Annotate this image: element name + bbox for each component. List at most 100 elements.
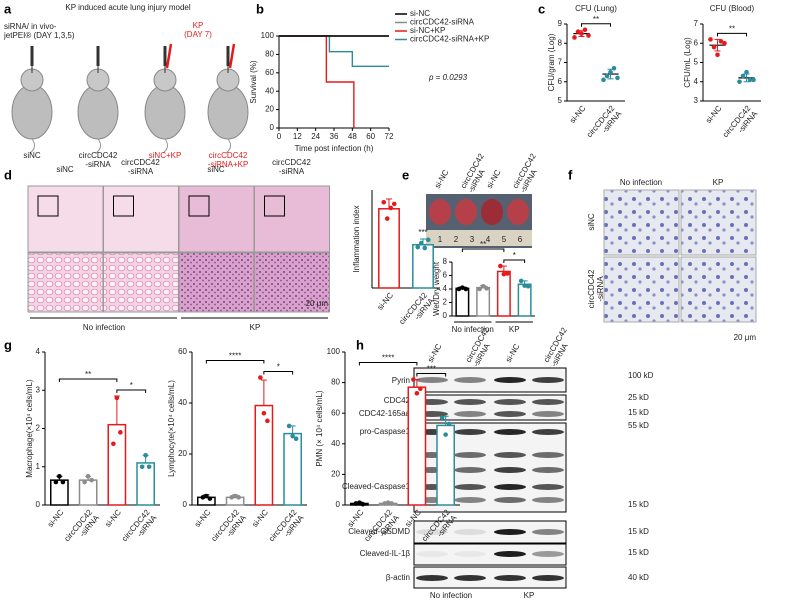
data-point xyxy=(118,430,123,435)
y-tick-label: 0 xyxy=(270,123,275,132)
x-tick-label: circCDC42-siRNA xyxy=(63,507,102,549)
blot-band xyxy=(416,377,448,383)
scale-label: 20 μm xyxy=(734,333,757,342)
data-point xyxy=(740,73,746,79)
blot-band xyxy=(416,551,448,557)
y-tick-label: 60 xyxy=(331,408,340,417)
cytology-row-label: siNC xyxy=(587,213,596,231)
data-point xyxy=(384,216,390,221)
blot-band xyxy=(494,575,526,581)
mouse-body xyxy=(144,84,186,140)
ruler-label: 2 xyxy=(454,235,459,244)
y-axis-label: Lymphocyte(×10⁴ cells/mL) xyxy=(167,380,176,477)
bar xyxy=(412,243,434,289)
histology-inset-box xyxy=(37,195,59,217)
x-tick-label: 36 xyxy=(330,132,339,141)
data-point xyxy=(608,69,613,75)
data-point xyxy=(360,501,366,507)
y-tick-label: 1 xyxy=(36,462,41,471)
cytology-image xyxy=(680,256,757,323)
lung xyxy=(507,199,529,225)
photo-column-label: circCDC42-siRNA xyxy=(511,152,546,195)
survival-line xyxy=(279,35,389,68)
lung xyxy=(481,199,503,225)
data-point xyxy=(207,496,213,501)
y-tick-label: 60 xyxy=(265,68,274,77)
x-tick-label: circCDC42-siRNA xyxy=(397,290,436,332)
blot-band xyxy=(532,377,564,383)
mouse-body xyxy=(77,84,119,140)
blot-band xyxy=(494,497,526,503)
blot-band xyxy=(532,484,564,490)
blot-band xyxy=(532,452,564,458)
panel-letter: b xyxy=(256,1,264,16)
x-tick-label: circCDC42-siRNA xyxy=(585,103,624,145)
y-tick-label: 60 xyxy=(178,347,187,356)
mouse-tail xyxy=(95,138,102,154)
histology-column-label: circCDC42 -siRNA xyxy=(121,158,160,176)
survival-line xyxy=(279,35,355,128)
data-point xyxy=(236,495,241,500)
y-tick-label: 9 xyxy=(558,19,563,28)
blot-band xyxy=(532,575,564,581)
legend-label: circCDC42-siRNA xyxy=(410,18,475,27)
significance-bracket xyxy=(263,371,294,375)
significance: * xyxy=(130,381,133,390)
blot-band xyxy=(454,452,486,458)
data-point xyxy=(737,79,742,85)
data-point xyxy=(505,271,510,276)
y-tick-label: 6 xyxy=(443,271,448,280)
legend-label: si-NC xyxy=(410,9,430,18)
x-tick-label: circCDC42-siRNA xyxy=(120,507,159,549)
y-tick-label: 40 xyxy=(265,86,274,95)
histology-low xyxy=(103,185,179,253)
ruler-label: 1 xyxy=(438,235,443,244)
bar xyxy=(136,462,155,506)
marker-label: 15 kD xyxy=(628,548,649,557)
y-axis-label: Inflammation index xyxy=(352,205,361,272)
data-point xyxy=(85,474,91,479)
bar xyxy=(496,270,511,317)
data-point xyxy=(477,286,482,292)
y-tick-label: 0 xyxy=(443,311,448,320)
x-tick-label: si-NC xyxy=(103,508,123,529)
data-point xyxy=(415,244,421,250)
data-point xyxy=(265,418,270,424)
bar xyxy=(283,432,302,506)
histology-low xyxy=(27,185,104,253)
blot-band xyxy=(532,551,564,557)
scale-label: 20 μm xyxy=(306,299,329,308)
bar xyxy=(407,386,427,506)
y-tick-label: 6 xyxy=(694,38,699,47)
data-point xyxy=(391,201,397,207)
blot-row-label: Cleaved-Caspase1 xyxy=(342,482,411,491)
data-point xyxy=(575,29,581,34)
cytology-column-label: KP xyxy=(713,178,724,187)
blot-band xyxy=(454,497,486,503)
panel-letter: a xyxy=(4,1,12,16)
histology-inset-box xyxy=(264,195,285,217)
blot-row-label: pro-Caspase1 xyxy=(360,427,411,436)
photo-column-label: si-NC xyxy=(485,168,503,190)
y-axis-label: PMN (× 10⁴ cells/mL) xyxy=(315,390,324,466)
data-point xyxy=(498,263,503,269)
group-label: No infection xyxy=(83,323,125,332)
data-point xyxy=(439,415,445,421)
data-point xyxy=(411,377,416,382)
histology-low xyxy=(254,185,330,253)
y-tick-label: 5 xyxy=(558,96,563,105)
data-point xyxy=(89,477,94,483)
x-tick-label: 24 xyxy=(311,132,320,141)
kp-syringe xyxy=(165,43,173,69)
bar xyxy=(50,479,69,506)
x-tick-label: si-NC xyxy=(193,508,213,529)
group-label: KP xyxy=(524,591,535,600)
blot-band xyxy=(532,411,564,417)
blot-row-label: Cleaved-IL-1β xyxy=(360,549,411,558)
blot-frame xyxy=(413,543,567,566)
data-point xyxy=(747,77,753,83)
significance: **** xyxy=(382,354,394,363)
panel-letter: g xyxy=(4,337,12,352)
blot-band xyxy=(494,467,526,473)
